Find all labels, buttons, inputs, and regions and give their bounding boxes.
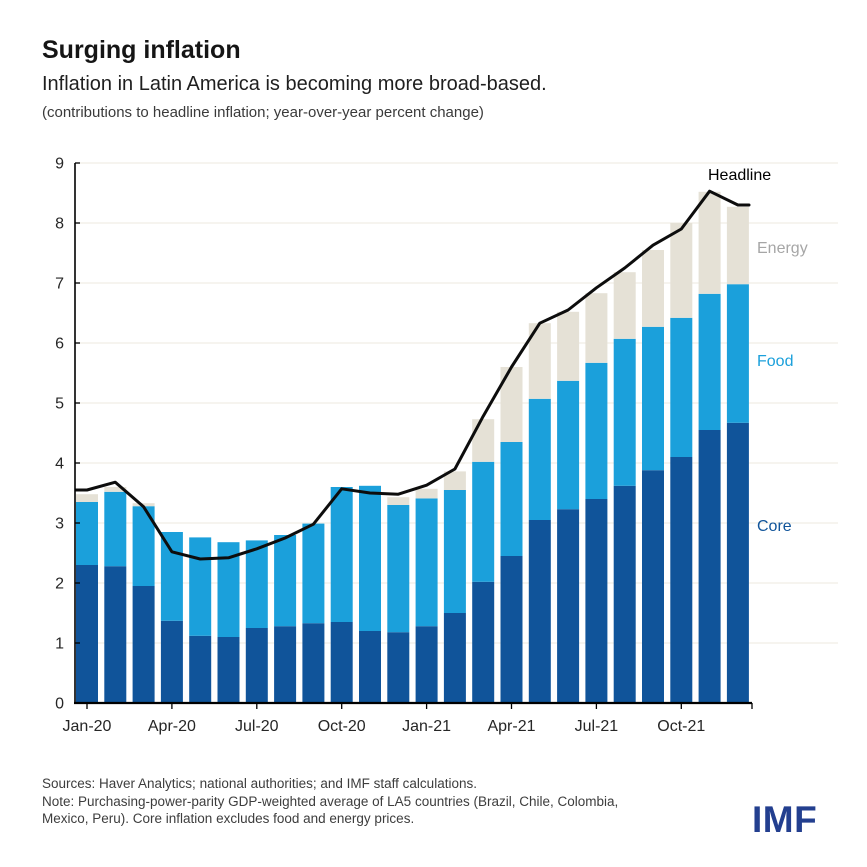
food-bar-segment [500,442,523,556]
y-tick-label: 5 [55,396,64,413]
core-bar-segment [472,581,495,703]
y-tick-label: 0 [55,696,64,713]
core-bar-segment [698,430,721,703]
core-bar-segment [585,499,608,703]
x-tick-label: Jan-21 [402,718,451,735]
food-bar-segment [359,485,381,631]
food-bar-segment [104,491,127,567]
imf-logo: IMF [752,799,818,840]
core-bar-segment [670,457,693,703]
energy-bar-segment [642,250,664,327]
headline-series-label: Headline [708,167,772,184]
y-tick-label: 9 [55,156,64,173]
x-tick-label: Jul-21 [575,718,619,735]
food-bar-segment [585,362,608,499]
footer-text: Sources: Haver Analytics; national autho… [42,775,732,828]
core-bar-segment [557,509,580,703]
energy-bar-segment [613,272,636,339]
headline-line [74,189,751,561]
footer-line: Mexico, Peru). Core inflation excludes f… [42,811,415,826]
y-tick-label: 2 [55,576,64,593]
food-bar-segment [330,487,353,622]
y-tick-label: 6 [55,336,64,353]
x-tick-label: Apr-21 [487,718,535,735]
y-tick-label: 4 [55,456,64,473]
food-bar-segment [557,380,580,510]
food-bar-segment [472,461,495,582]
y-tick-label: 7 [55,276,64,293]
core-bar-segment [528,520,551,703]
x-tick-label: Jul-20 [235,718,279,735]
core-bar-segment [387,632,410,703]
core-bar-segment [132,586,155,703]
energy-bar-segment [698,191,721,294]
core-bar-segment [500,556,523,703]
food-bar-segment [189,537,212,636]
energy-bar-segment [726,206,749,285]
core-bar-segment [726,422,749,703]
food-bar-segment [528,398,551,520]
energy-bar-segment [415,488,438,499]
energy-bar-segment [387,497,410,505]
food-bar-segment [160,532,183,621]
core-bar-segment [642,470,664,703]
food-bar-segment [245,540,268,628]
energy-bar-segment [557,311,580,381]
core-bar-segment [217,637,240,703]
core-bar-segment [415,626,438,703]
food-bar-segment [76,502,98,565]
core-bar-segment [443,613,466,703]
food-bar-segment [132,506,155,586]
core-bar-segment [359,631,381,703]
energy-bar-segment [472,419,495,462]
energy-bar-segment [528,323,551,399]
energy-bar-segment [443,471,466,490]
footer-line: Sources: Haver Analytics; national autho… [42,776,477,791]
x-tick-label: Oct-21 [657,718,705,735]
energy-bar-segment [500,367,523,442]
energy-bar-segment [670,223,693,318]
chart-unit-note: (contributions to headline inflation; ye… [42,104,484,121]
core-bar-segment [274,626,297,703]
core-bar-segment [189,635,212,703]
core-bar-segment [330,622,353,703]
energy-bar-segment [76,494,98,502]
y-tick-label: 3 [55,516,64,533]
food-bar-segment [670,317,693,457]
chart-subtitle: Inflation in Latin America is becoming m… [42,73,547,95]
core-bar-segment [613,485,636,703]
food-bar-segment [415,498,438,627]
food-bar-segment [274,535,297,627]
core-bar-segment [104,566,127,703]
food-bar-segment [613,338,636,486]
energy-bar-segment [585,293,608,363]
core-bar-segment [245,628,268,703]
energy-bar-segment [132,503,155,507]
y-tick-label: 8 [55,216,64,233]
x-tick-label: Apr-20 [148,718,196,735]
core-bar-segment [302,623,325,703]
food-series-label: Food [757,353,794,370]
energy-series-label: Energy [757,240,808,257]
food-bar-segment [726,284,749,423]
core-bar-segment [160,620,183,703]
y-tick-label: 1 [55,636,64,653]
chart-title: Surging inflation [42,36,241,64]
footer-line: Note: Purchasing-power-parity GDP-weight… [42,793,619,809]
energy-bar-segment [104,487,127,492]
x-tick-label: Jan-20 [63,718,112,735]
food-bar-segment [443,490,466,613]
food-bar-segment [302,523,325,624]
food-bar-segment [642,326,664,471]
core-series-label: Core [757,518,792,535]
core-bar-segment [76,565,98,703]
food-bar-segment [698,293,721,430]
food-bar-segment [217,542,240,637]
food-bar-segment [387,505,410,633]
x-tick-label: Oct-20 [318,718,366,735]
